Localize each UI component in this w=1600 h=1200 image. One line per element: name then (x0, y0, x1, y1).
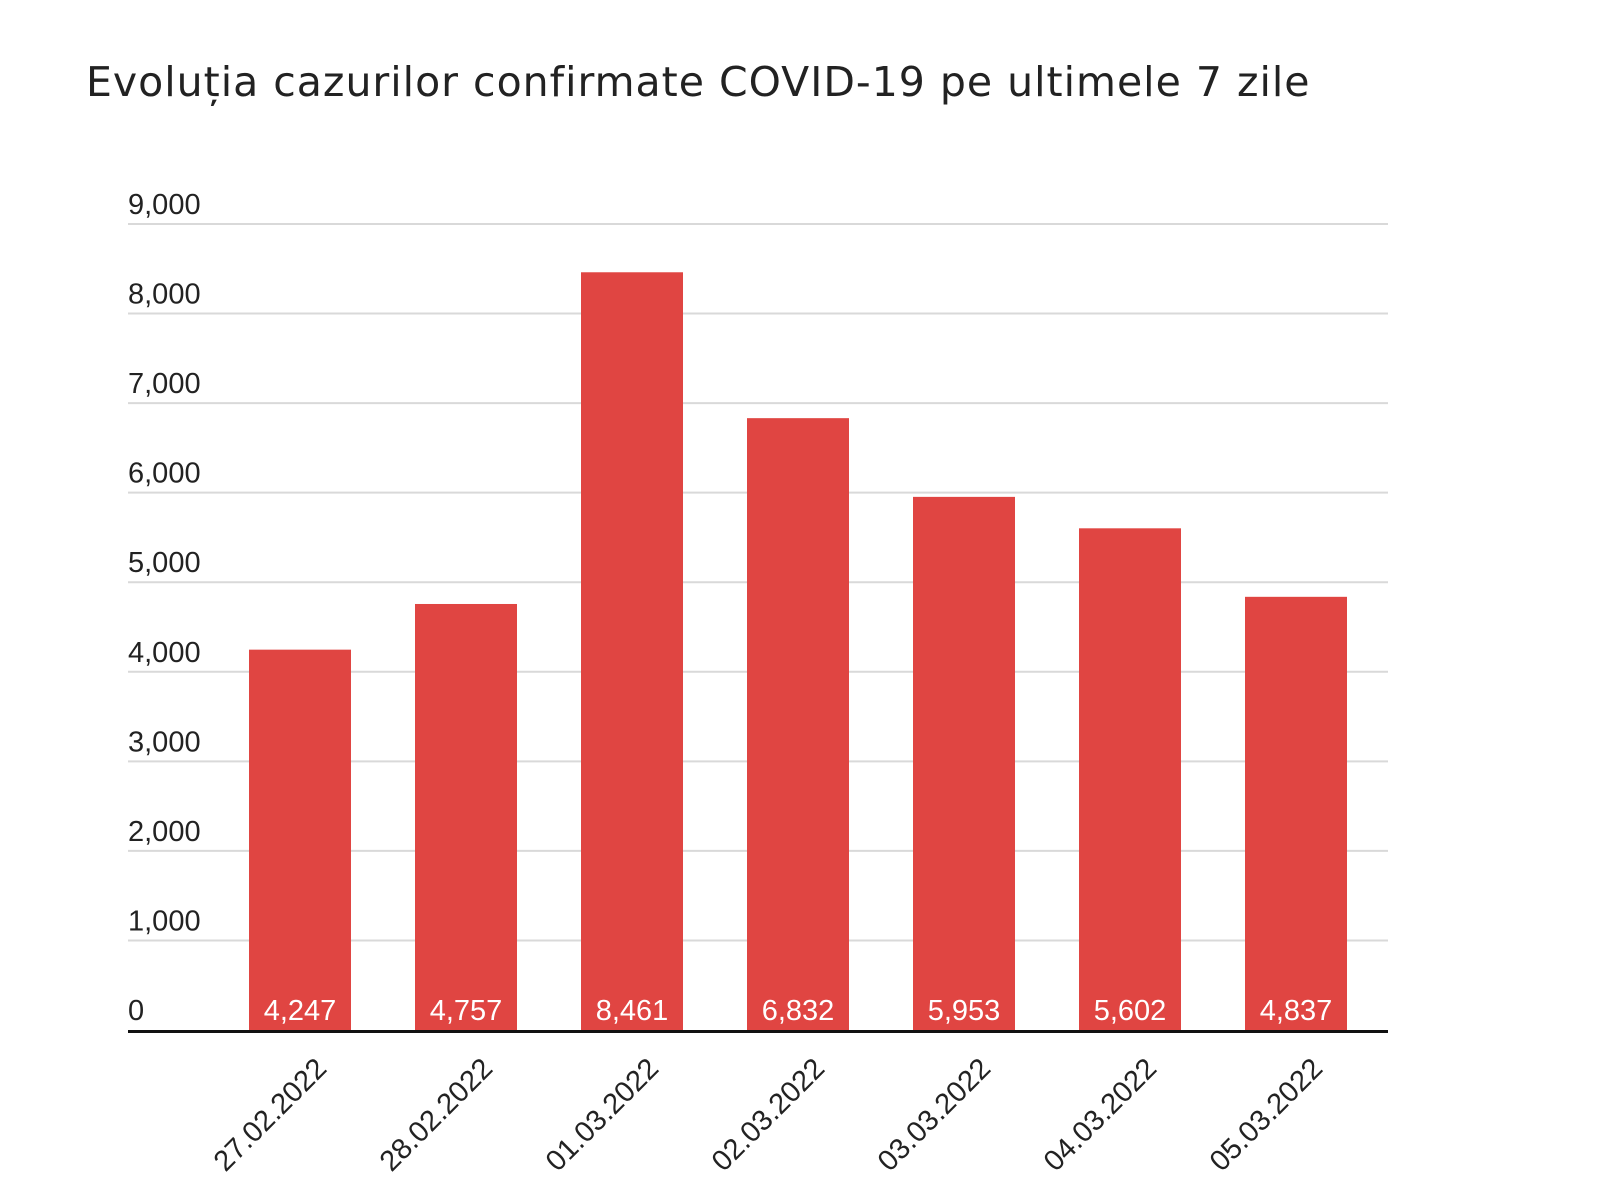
x-category-label: 02.03.2022 (706, 1052, 831, 1177)
y-tick-label: 2,000 (128, 816, 201, 848)
bar-data-labels: 4,247 4,757 8,461 6,832 5,953 5,602 4,837 (264, 995, 1333, 1027)
bar (1245, 596, 1347, 1030)
x-category-label: 01.03.2022 (540, 1052, 665, 1177)
bar-data-label: 4,837 (1260, 995, 1333, 1027)
y-tick-label: 8,000 (128, 279, 201, 311)
x-category-label: 27.02.2022 (208, 1052, 333, 1177)
bar (581, 272, 683, 1030)
bar-data-label: 5,602 (1094, 995, 1167, 1027)
bar (415, 603, 517, 1030)
x-axis-category-labels: 27.02.2022 28.02.2022 01.03.2022 02.03.2022… (208, 1052, 1329, 1177)
x-category-label: 04.03.2022 (1038, 1052, 1163, 1177)
bar-data-label: 4,247 (264, 995, 337, 1027)
bar (1079, 528, 1181, 1030)
y-axis-tick-labels: 0 1,000 2,000 3,000 4,000 5,000 6,000 7,000 8,00… (128, 189, 201, 1027)
bar-data-label: 8,461 (596, 995, 669, 1027)
y-tick-label: 6,000 (128, 458, 201, 490)
x-category-label: 05.03.2022 (1204, 1052, 1329, 1177)
y-tick-label: 9,000 (128, 189, 201, 221)
chart-title: Evoluția cazurilor confirmate COVID-19 p… (86, 58, 1311, 106)
bar (913, 496, 1015, 1031)
bar (249, 649, 351, 1030)
y-tick-label: 3,000 (128, 726, 201, 758)
bar-data-label: 4,757 (430, 995, 503, 1027)
y-tick-label: 4,000 (128, 637, 201, 669)
y-tick-label: 1,000 (128, 905, 201, 937)
y-tick-label: 0 (128, 995, 144, 1027)
bar-data-label: 6,832 (762, 995, 835, 1027)
bars (249, 272, 1347, 1031)
y-tick-label: 7,000 (128, 368, 201, 400)
x-category-label: 28.02.2022 (374, 1052, 499, 1177)
bar-data-label: 5,953 (928, 995, 1001, 1027)
y-tick-label: 5,000 (128, 547, 201, 579)
bar (747, 418, 849, 1030)
x-category-label: 03.03.2022 (872, 1052, 997, 1177)
